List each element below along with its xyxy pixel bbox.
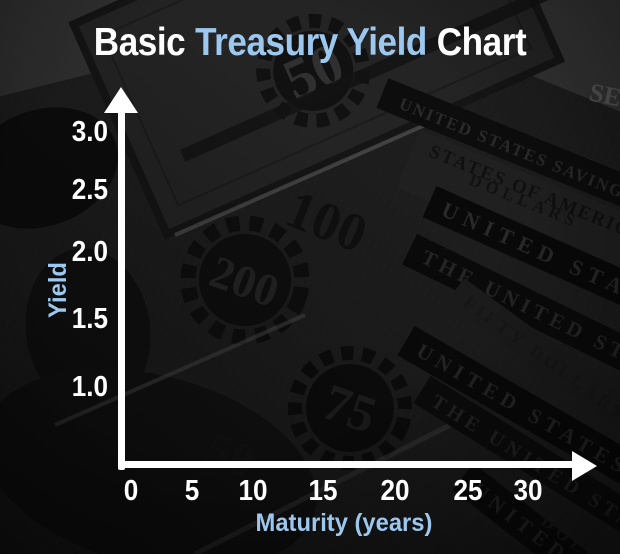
x-tick-20: 20 <box>380 475 410 507</box>
title-highlight-treasury-yield: Treasury Yield <box>195 21 427 64</box>
x-tick-5: 5 <box>184 475 200 507</box>
y-axis-line <box>118 103 125 470</box>
y-tick-3-0: 3.0 <box>71 116 108 148</box>
y-tick-2-0: 2.0 <box>71 236 108 268</box>
x-tick-0: 0 <box>123 475 139 507</box>
x-axis-arrowhead-icon <box>572 451 597 481</box>
y-tick-2-5: 2.5 <box>71 174 108 206</box>
x-tick-10: 10 <box>238 475 268 507</box>
y-axis-arrowhead-icon <box>104 87 138 113</box>
x-tick-15: 15 <box>308 475 338 507</box>
title-part-basic: Basic <box>93 21 186 64</box>
y-tick-1-5: 1.5 <box>71 303 108 335</box>
x-axis-title: Maturity (years) <box>255 509 433 537</box>
y-axis-title: Yield <box>44 262 72 318</box>
x-tick-30: 30 <box>513 475 543 507</box>
y-tick-1-0: 1.0 <box>71 371 108 403</box>
x-axis-line <box>118 461 575 468</box>
x-tick-25: 25 <box>453 475 483 507</box>
title-part-chart: Chart <box>436 21 527 64</box>
chart-title: Basic Treasury Yield Chart <box>31 21 589 65</box>
